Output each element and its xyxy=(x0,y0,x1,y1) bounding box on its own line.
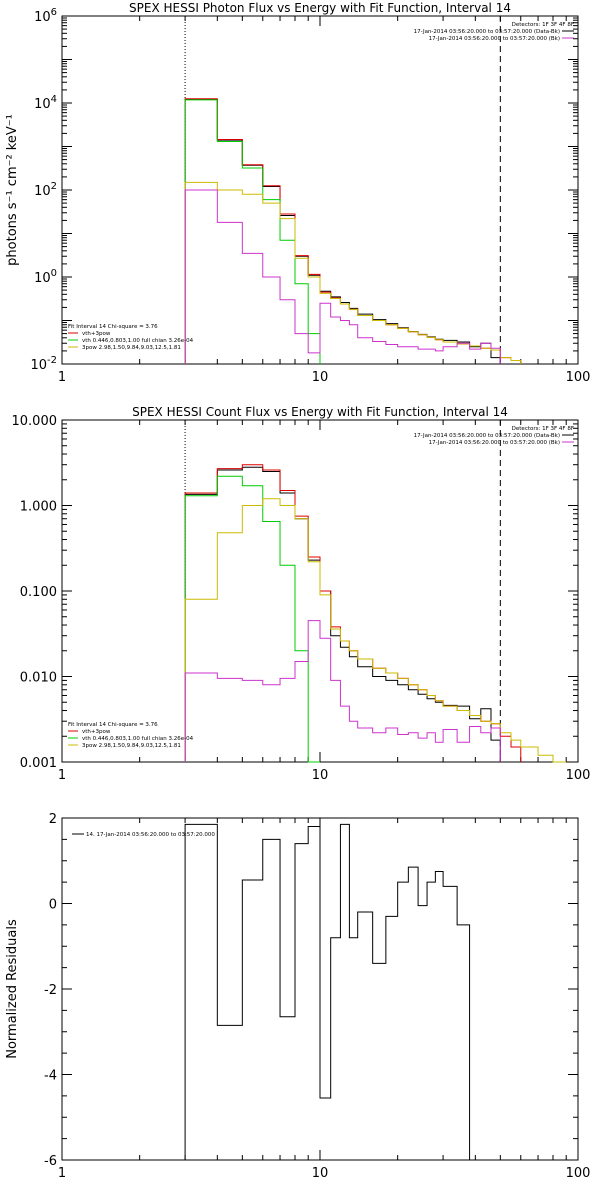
chart-title: SPEX HESSI Photon Flux vs Energy with Fi… xyxy=(129,1,511,15)
y-tick-label: 0.001 xyxy=(20,756,57,771)
fit-legend-header: Fit Interval 14 Chi-square = 3.76 xyxy=(68,722,158,728)
panel-2: SPEX HESSI Count Flux vs Energy with Fit… xyxy=(12,405,591,783)
legend-entry: 17-Jan-2014 03:56:20.000 to 03:57:20.000… xyxy=(429,440,560,446)
series-line-2 xyxy=(184,464,522,762)
x-tick-label: 1 xyxy=(58,768,66,783)
fit-legend-entry: vth+3pow xyxy=(82,331,111,337)
y-tick-label: -2 xyxy=(44,983,57,998)
x-tick-label: 100 xyxy=(566,768,591,783)
series-line-4 xyxy=(184,498,567,763)
y-tick-label: 0.100 xyxy=(20,585,57,600)
series-line-1 xyxy=(184,823,471,1160)
chart-title: SPEX HESSI Count Flux vs Energy with Fit… xyxy=(132,405,508,419)
series-line-1 xyxy=(184,466,501,762)
x-tick-label: 1 xyxy=(58,370,66,385)
y-tick-label: -6 xyxy=(44,1154,57,1169)
series-line-3 xyxy=(184,475,320,763)
legend-entry: 17-Jan-2014 03:56:20.000 to 03:57:20.000… xyxy=(429,36,560,42)
legend-entry: 17-Jan-2014 03:56:20.000 to 03:57:20.000… xyxy=(414,29,560,35)
series-line-3 xyxy=(184,99,321,364)
x-tick-label: 10 xyxy=(312,768,329,783)
series-line-2 xyxy=(184,98,522,364)
series-line-5 xyxy=(184,189,501,364)
x-tick-label: 1 xyxy=(58,1166,66,1181)
y-tick-label: 0 xyxy=(49,898,57,913)
series-line-4 xyxy=(184,181,522,364)
fit-legend-header: Fit Interval 14 Chi-square = 3.76 xyxy=(68,324,158,330)
y-axis-label: Normalized Residuals xyxy=(5,919,20,1059)
fit-legend-entry: 3pow 2.98,1.50,9.84,9.03,12.5,1.81 xyxy=(82,345,181,351)
x-tick-label: 100 xyxy=(566,1166,591,1181)
x-tick-label: 100 xyxy=(566,370,591,385)
y-tick-label: 100 xyxy=(34,268,57,286)
legend-entry: 17-Jan-2014 03:56:20.000 to 03:57:20.000… xyxy=(414,433,560,439)
fit-legend-entry: vth 0.446,0.803,1.00 full chian 3.26e-04 xyxy=(82,736,194,742)
panel-3: 1 10 100 -6 -4 -2 0 2 Normalized Residuals 14. 17… xyxy=(5,812,590,1181)
series-line-5 xyxy=(184,620,501,762)
y-tick-label: 104 xyxy=(34,94,57,112)
y-tick-label: 106 xyxy=(34,7,57,25)
legend-entry: 14. 17-Jan-2014 03:56:20.000 to 03:57:20… xyxy=(86,832,215,838)
fit-legend-entry: 3pow 2.98,1.50,9.84,9.03,12.5,1.81 xyxy=(82,743,181,749)
y-tick-label: 10.000 xyxy=(12,414,58,429)
fit-legend-entry: vth+3pow xyxy=(82,729,111,735)
y-axis-label: photons s⁻¹ cm⁻² keV⁻¹ xyxy=(5,114,20,266)
legend-header: Detectors: 1F 3F 4F 8F xyxy=(512,22,574,28)
y-tick-label: -4 xyxy=(44,1069,57,1084)
y-tick-label: 10-2 xyxy=(30,355,57,373)
panel-1: SPEX HESSI Photon Flux vs Energy with Fi… xyxy=(5,1,590,385)
y-tick-label: 0.010 xyxy=(20,671,57,686)
y-tick-label: 102 xyxy=(34,181,57,199)
legend-header: Detectors: 1F 3F 4F 8F xyxy=(512,426,574,432)
y-tick-label: 1.000 xyxy=(20,500,57,515)
x-tick-label: 10 xyxy=(312,1166,329,1181)
y-tick-label: 2 xyxy=(49,812,57,827)
x-tick-label: 10 xyxy=(312,370,329,385)
fit-legend-entry: vth 0.446,0.803,1.00 full chian 3.26e-04 xyxy=(82,338,194,344)
